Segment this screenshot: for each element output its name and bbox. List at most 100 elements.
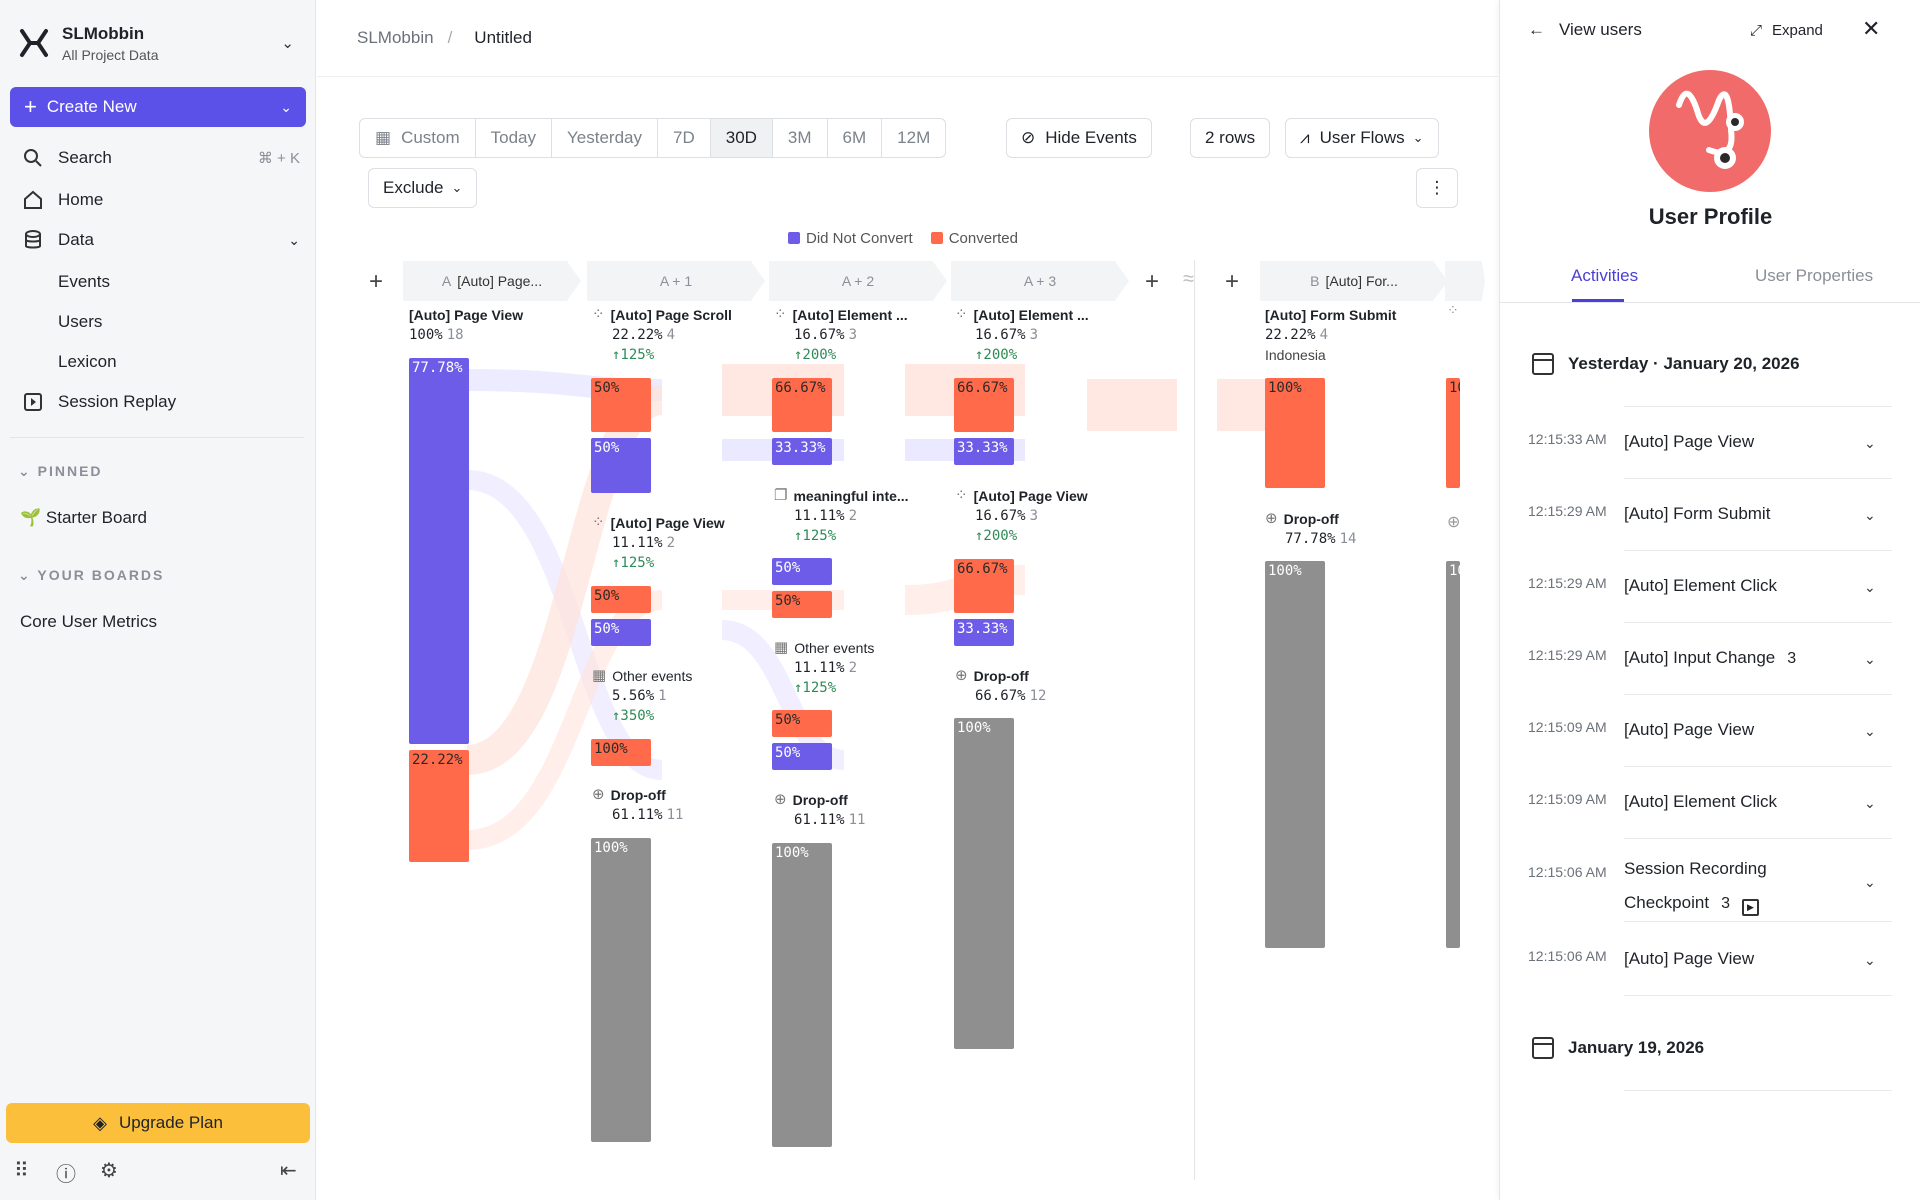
- range-3m[interactable]: 3M: [773, 119, 828, 157]
- node-label[interactable]: ⁘ [Auto] Page View 16.67% 3 ↑200%: [955, 486, 1088, 546]
- bar-converted[interactable]: 10: [1446, 378, 1460, 488]
- node-label[interactable]: ⁘ [Auto] Page View 11.11% 2 ↑125%: [592, 513, 725, 573]
- bar-converted[interactable]: 50%: [772, 710, 832, 737]
- chevron-down-icon[interactable]: ⌄: [1864, 795, 1876, 811]
- node-label[interactable]: ▦ Other events 5.56% 1 ↑350%: [592, 666, 692, 726]
- bar-converted[interactable]: 66.67%: [954, 378, 1014, 432]
- nav-users[interactable]: Users: [58, 312, 103, 331]
- bar-converted[interactable]: 22.22%: [409, 750, 469, 862]
- bar-dropoff[interactable]: 100%: [1265, 561, 1325, 948]
- range-yesterday[interactable]: Yesterday: [552, 119, 658, 157]
- nav-search[interactable]: Search ⌘ + K: [22, 142, 300, 174]
- stage-chip-a[interactable]: A [Auto] Page...: [403, 261, 581, 301]
- node-label[interactable]: ⁘ [Auto] Element ... 16.67% 3 ↑200%: [774, 305, 908, 365]
- bar-dropoff[interactable]: 100%: [954, 718, 1014, 1049]
- chevron-down-icon[interactable]: ⌄: [280, 98, 292, 115]
- chevron-down-icon[interactable]: ⌄: [1864, 874, 1876, 890]
- bar-did-not-convert[interactable]: 50%: [591, 438, 651, 493]
- node-label[interactable]: ⁘ [Auto] Element ... 16.67% 3 ↑200%: [955, 305, 1089, 365]
- nav-lexicon[interactable]: Lexicon: [58, 352, 117, 371]
- range-today[interactable]: Today: [476, 119, 553, 157]
- bar-dropoff[interactable]: 100%: [591, 838, 651, 1142]
- nav-data[interactable]: Data ⌄: [22, 224, 300, 256]
- bar-dropoff[interactable]: 10: [1446, 561, 1460, 948]
- chevron-down-icon[interactable]: ⌄: [1864, 651, 1876, 667]
- breadcrumb-root[interactable]: SLMobbin: [357, 28, 434, 47]
- avatar: [1649, 70, 1771, 192]
- chevron-down-icon[interactable]: ⌄: [1864, 579, 1876, 595]
- range-6m[interactable]: 6M: [828, 119, 883, 157]
- bar-did-not-convert[interactable]: 50%: [772, 743, 832, 770]
- board-item[interactable]: Core User Metrics: [20, 612, 157, 631]
- bar-did-not-convert[interactable]: 50%: [772, 558, 832, 585]
- expand-button[interactable]: ⤢ Expand: [1750, 22, 1823, 39]
- gear-icon[interactable]: ⚙: [100, 1160, 118, 1182]
- org-switcher[interactable]: SLMobbin All Project Data ⌄: [16, 20, 300, 66]
- nav-home[interactable]: Home: [22, 184, 300, 216]
- apps-grid-icon[interactable]: ⠿: [14, 1160, 29, 1182]
- stage-chip-a1[interactable]: A + 1: [587, 261, 765, 301]
- pinned-item[interactable]: 🌱 Starter Board: [20, 508, 147, 528]
- legend-did-not-convert[interactable]: Did Not Convert: [788, 230, 913, 247]
- node-label[interactable]: ▦ Other events 11.11% 2 ↑125%: [774, 638, 874, 698]
- range-custom[interactable]: ▦ Custom: [360, 119, 476, 157]
- node-label[interactable]: [Auto] Form Submit 22.22% 4 Indonesia: [1265, 305, 1396, 365]
- stage-chip-a3[interactable]: A + 3: [951, 261, 1129, 301]
- boards-header[interactable]: ⌄ YOUR BOARDS: [18, 567, 165, 583]
- add-step-left-button[interactable]: +: [369, 268, 384, 295]
- tab-user-properties[interactable]: User Properties: [1755, 266, 1874, 285]
- activity-count: 3: [1787, 650, 1797, 667]
- chevron-down-icon[interactable]: ⌄: [1864, 507, 1876, 523]
- pinned-header[interactable]: ⌄ PINNED: [18, 463, 103, 479]
- bar-converted[interactable]: 50%: [772, 591, 832, 618]
- bar-converted[interactable]: 66.67%: [954, 559, 1014, 613]
- bar-did-not-convert[interactable]: 33.33%: [954, 438, 1014, 465]
- bar-did-not-convert[interactable]: 77.78%: [409, 358, 469, 744]
- bar-converted[interactable]: 66.67%: [772, 378, 832, 432]
- tab-activities[interactable]: Activities: [1571, 266, 1639, 285]
- bar-did-not-convert[interactable]: 50%: [591, 619, 651, 646]
- add-step-b-button[interactable]: +: [1225, 268, 1240, 295]
- more-options-icon[interactable]: ⋮: [1416, 168, 1458, 208]
- create-new-button[interactable]: + Create New ⌄: [10, 87, 306, 127]
- range-12m[interactable]: 12M: [897, 128, 931, 147]
- bar-did-not-convert[interactable]: 33.33%: [772, 438, 832, 465]
- view-selector[interactable]: ⩘ User Flows ⌄: [1285, 118, 1439, 158]
- hide-events-button[interactable]: ⊘ Hide Events: [1006, 118, 1152, 158]
- range-30d[interactable]: 30D: [710, 119, 773, 157]
- back-button[interactable]: ← View users: [1528, 20, 1642, 40]
- chevron-down-icon[interactable]: ⌄: [1864, 435, 1876, 451]
- node-label[interactable]: ❐ meaningful inte... 11.11% 2 ↑125%: [774, 486, 909, 546]
- node-label[interactable]: [Auto] Page View 100% 18: [409, 305, 523, 345]
- bar-converted[interactable]: 50%: [591, 378, 651, 432]
- breadcrumb-current[interactable]: Untitled: [474, 28, 532, 47]
- rows-button[interactable]: 2 rows: [1190, 118, 1271, 158]
- stage-chip-next[interactable]: [1445, 261, 1485, 301]
- nav-session-replay[interactable]: Session Replay: [22, 386, 300, 418]
- node-label[interactable]: ⊕ Drop-off 66.67% 12: [955, 666, 1046, 706]
- node-label[interactable]: ⁘ [Auto] Page Scroll 22.22% 4 ↑125%: [592, 305, 732, 365]
- nav-events[interactable]: Events: [58, 272, 110, 291]
- range-7d[interactable]: 7D: [658, 119, 711, 157]
- exclude-button[interactable]: Exclude ⌄: [368, 168, 478, 208]
- node-label[interactable]: ⊕ Drop-off 61.11% 11: [774, 790, 865, 830]
- bar-converted[interactable]: 100%: [1265, 378, 1325, 488]
- add-step-button[interactable]: +: [1145, 268, 1160, 295]
- bar-did-not-convert[interactable]: 33.33%: [954, 619, 1014, 646]
- diamond-icon: ◈: [93, 1112, 107, 1133]
- collapse-sidebar-icon[interactable]: ⇤: [280, 1160, 297, 1182]
- chevron-down-icon[interactable]: ⌄: [1864, 952, 1876, 968]
- stage-chip-a2[interactable]: A + 2: [769, 261, 947, 301]
- legend-converted[interactable]: Converted: [930, 230, 1018, 247]
- bar-converted[interactable]: 50%: [591, 586, 651, 613]
- bar-dropoff[interactable]: 100%: [772, 843, 832, 1147]
- stage-chip-b[interactable]: B [Auto] For...: [1260, 261, 1448, 301]
- help-icon[interactable]: ⓘ: [56, 1164, 76, 1186]
- bar-converted[interactable]: 100%: [591, 739, 651, 766]
- close-icon[interactable]: ✕: [1862, 16, 1881, 41]
- play-box-icon[interactable]: ▶: [1741, 899, 1759, 916]
- chevron-down-icon[interactable]: ⌄: [1864, 723, 1876, 739]
- upgrade-plan-button[interactable]: ◈ Upgrade Plan: [6, 1103, 310, 1143]
- node-label[interactable]: ⊕ Drop-off 61.11% 11: [592, 785, 683, 825]
- node-label[interactable]: ⊕ Drop-off 77.78% 14: [1265, 509, 1356, 549]
